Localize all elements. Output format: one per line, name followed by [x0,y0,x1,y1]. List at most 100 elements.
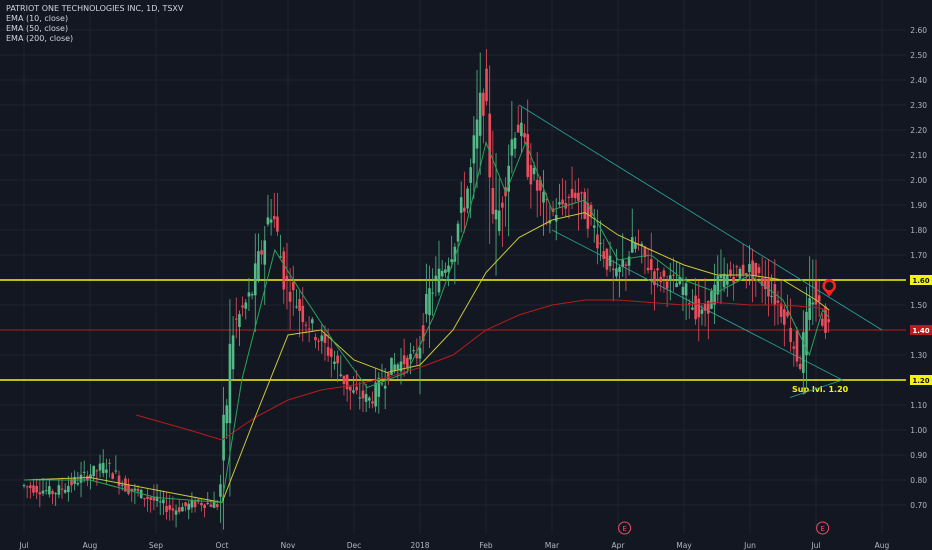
x-tick-label: Jul [810,541,820,550]
candle-body [513,137,517,149]
candle-body [510,139,514,156]
candle-body [554,214,558,222]
candle-body [215,504,219,508]
ema10-line [24,140,830,504]
candle-body [802,332,805,374]
y-tick-label: 1.80 [910,226,927,235]
price-line-tag [910,375,932,385]
candle-body [41,490,45,494]
x-tick-label: Jun [743,541,756,550]
candle-body [653,271,656,285]
candle-body [295,306,298,308]
y-tick-label: 2.00 [910,176,927,185]
candle-body [228,343,232,424]
candle-body [231,335,235,370]
candle-body [418,348,422,359]
candle-body [136,488,140,492]
candle-body [383,385,387,389]
candle-body [67,485,70,493]
candle-body [735,266,739,268]
candle-body [247,292,251,297]
candle-body [640,243,644,246]
y-tick-label: 1.30 [910,351,927,360]
candle-body [786,311,789,317]
candle-body [368,397,371,401]
candle-body [288,291,292,302]
candle-body [79,474,83,483]
candle-body [691,307,694,310]
candle-body [364,394,368,402]
candle-body [434,275,438,280]
earnings-marker [618,521,632,535]
candle-body [738,268,742,279]
candle-body [390,357,393,375]
candle-body [602,251,606,259]
candle-body [545,199,549,201]
candle-body [475,119,479,149]
trendline [518,104,883,331]
x-tick-label: Jul [18,541,28,550]
candle-body [745,273,748,275]
candle-body [529,165,533,185]
candle-body [89,474,92,479]
candle-body [501,202,504,208]
candle-body [187,503,191,510]
x-axis: Jul Aug Sep Oct Nov Dec 2018 Feb Mar Apr May Jun Jul… [0,536,932,550]
red-pin-tail [825,290,833,297]
candle-body [304,324,308,326]
y-tick-label: 2.20 [910,126,927,135]
candle-body [710,291,713,309]
candle-body [450,259,453,263]
candle-body [684,283,688,296]
legend: PATRIOT ONE TECHNOLOGIES INC, 1D, TSXV E… [6,4,183,44]
candle-body [108,462,111,464]
x-tick-label: Apr [612,541,626,550]
candle-body [320,335,324,342]
candle-body [158,501,162,503]
candle-body [798,363,802,369]
earnings-marker-label: E [820,525,824,533]
candle-body [57,485,61,495]
candle-body [326,347,330,356]
candle-body [63,489,67,493]
candle-body [580,192,583,194]
candle-body [352,390,355,393]
candle-body [472,135,476,164]
candle-body [276,216,279,232]
candle-body [29,485,32,489]
candle-body [634,242,637,249]
candle-body [35,485,38,493]
candle-body [60,488,64,490]
x-tick-label: Sep [149,541,163,550]
candle-body [444,269,447,273]
candle-body [760,277,764,286]
candle-body [453,246,457,262]
x-tick-label: Dec [347,541,362,550]
candle-body [342,375,346,385]
candle-body [206,503,210,505]
candle-body [168,505,172,510]
candle-body [310,319,314,324]
candle-body [770,295,773,297]
candle-body [95,470,99,472]
candle-body [73,477,76,484]
candle-body [719,274,723,279]
candle-body [257,251,260,280]
candle-body [409,353,412,360]
candle-body [244,302,248,309]
candle-body [573,192,577,199]
candle-body [44,490,48,492]
candle-body [263,240,267,265]
y-axis: 2.60 2.50 2.40 2.30 2.20 2.10 2.00 1.90 1.80 1.70… [906,0,932,550]
candle-body [171,508,175,511]
candle-body [570,188,574,198]
candle-body [817,295,821,302]
candle-body [630,237,634,253]
candle-body [618,266,621,272]
candle-body [291,281,295,291]
candle-body [532,167,536,175]
candle-body [659,276,663,283]
y-tick-label: 0.70 [910,501,927,510]
candle-body [149,497,153,500]
